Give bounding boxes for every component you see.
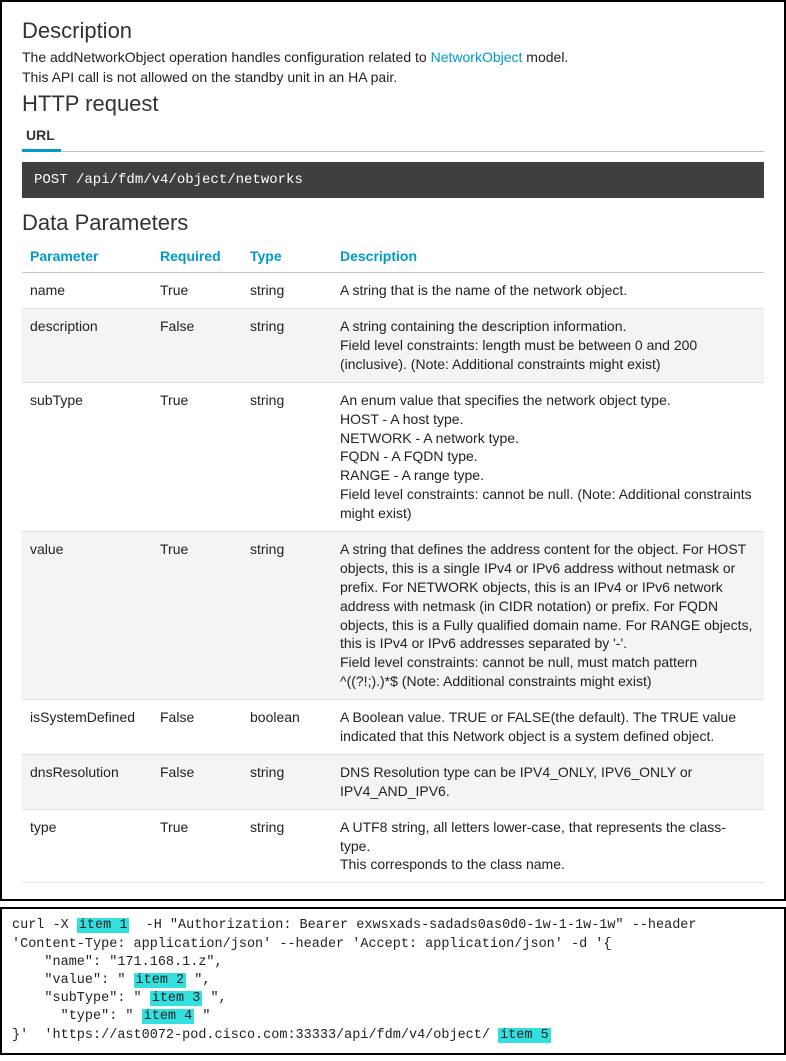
cell-param: dnsResolution: [22, 754, 152, 809]
networkobject-link[interactable]: NetworkObject: [431, 49, 523, 65]
cell-param: type: [22, 809, 152, 883]
cell-description: A string that defines the address conten…: [332, 531, 764, 699]
cell-required: True: [152, 273, 242, 309]
description-heading: Description: [22, 18, 764, 44]
col-parameter: Parameter: [22, 240, 152, 273]
table-row: isSystemDefinedFalsebooleanA Boolean val…: [22, 700, 764, 755]
http-request-heading: HTTP request: [22, 91, 764, 117]
curl-item-1: item 1: [77, 918, 130, 933]
cell-param: isSystemDefined: [22, 700, 152, 755]
cell-description: A string containing the description info…: [332, 309, 764, 383]
curl-text: ",: [186, 973, 210, 988]
curl-text: ",: [202, 991, 226, 1006]
curl-item-3: item 3: [150, 991, 203, 1006]
desc-line2: This API call is not allowed on the stan…: [22, 69, 397, 85]
cell-param: subType: [22, 382, 152, 531]
cell-type: string: [242, 309, 332, 383]
cell-description: A string that is the name of the network…: [332, 273, 764, 309]
cell-required: False: [152, 309, 242, 383]
tab-url[interactable]: URL: [22, 123, 61, 152]
curl-text: "name": "171.168.1.z",: [12, 955, 223, 970]
cell-type: boolean: [242, 700, 332, 755]
cell-type: string: [242, 809, 332, 883]
table-row: dnsResolutionFalsestringDNS Resolution t…: [22, 754, 764, 809]
col-description: Description: [332, 240, 764, 273]
description-text: The addNetworkObject operation handles c…: [22, 48, 764, 87]
cell-param: name: [22, 273, 152, 309]
col-required: Required: [152, 240, 242, 273]
cell-required: False: [152, 754, 242, 809]
desc-post: model.: [522, 49, 568, 65]
curl-text: "subType": ": [12, 991, 150, 1006]
curl-text: -H "Authorization: Bearer exwsxads-sadad…: [129, 918, 696, 933]
curl-text: ": [194, 1009, 210, 1024]
table-row: typeTruestringA UTF8 string, all letters…: [22, 809, 764, 883]
curl-text: "value": ": [12, 973, 134, 988]
cell-description: A Boolean value. TRUE or FALSE(the defau…: [332, 700, 764, 755]
cell-description: An enum value that specifies the network…: [332, 382, 764, 531]
cell-required: True: [152, 531, 242, 699]
curl-item-5: item 5: [498, 1028, 551, 1043]
parameters-table: Parameter Required Type Description name…: [22, 240, 764, 883]
table-row: descriptionFalsestringA string containin…: [22, 309, 764, 383]
desc-pre: The addNetworkObject operation handles c…: [22, 49, 431, 65]
curl-text: "type": ": [12, 1009, 142, 1024]
data-parameters-heading: Data Parameters: [22, 210, 764, 236]
cell-type: string: [242, 273, 332, 309]
curl-item-4: item 4: [142, 1009, 195, 1024]
curl-item-2: item 2: [134, 973, 187, 988]
cell-type: string: [242, 531, 332, 699]
curl-text: 'Content-Type: application/json' --heade…: [12, 937, 612, 952]
curl-text: }' 'https://ast0072-pod.cisco.com:33333/…: [12, 1028, 498, 1043]
curl-block: curl -X item 1 -H "Authorization: Bearer…: [12, 917, 774, 1045]
table-row: nameTruestringA string that is the name …: [22, 273, 764, 309]
col-type: Type: [242, 240, 332, 273]
cell-description: DNS Resolution type can be IPV4_ONLY, IP…: [332, 754, 764, 809]
cell-required: True: [152, 382, 242, 531]
cell-required: False: [152, 700, 242, 755]
tab-row: URL: [22, 123, 764, 152]
table-row: valueTruestringA string that defines the…: [22, 531, 764, 699]
cell-description: A UTF8 string, all letters lower-case, t…: [332, 809, 764, 883]
cell-param: description: [22, 309, 152, 383]
api-doc-panel: Description The addNetworkObject operati…: [0, 0, 786, 901]
table-row: subTypeTruestringAn enum value that spec…: [22, 382, 764, 531]
cell-type: string: [242, 754, 332, 809]
cell-required: True: [152, 809, 242, 883]
cell-type: string: [242, 382, 332, 531]
curl-text: curl -X: [12, 918, 77, 933]
endpoint-bar: POST /api/fdm/v4/object/networks: [22, 162, 764, 198]
curl-panel: curl -X item 1 -H "Authorization: Bearer…: [0, 907, 786, 1055]
cell-param: value: [22, 531, 152, 699]
